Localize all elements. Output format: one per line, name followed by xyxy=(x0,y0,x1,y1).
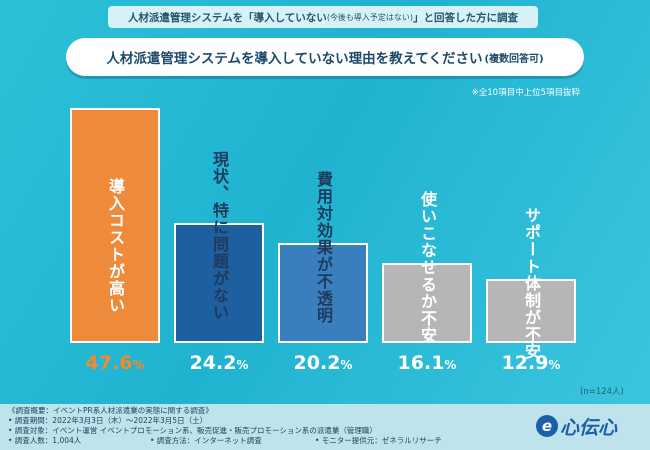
survey-overview: 《調査概要：イベントPR系人材派遣業の実態に関する調査》 • 調査期間：2022… xyxy=(8,406,508,446)
overview-method: • 調査方法：インターネット調査 xyxy=(150,436,262,446)
value-label-2: 20.2% xyxy=(278,352,368,374)
bar-label-3: 使いこなせるか不安 xyxy=(419,191,435,344)
overview-provider: • モニター提供元：ゼネラルリサーチ xyxy=(315,436,442,446)
overview-period: • 調査期間：2022年3月3日（木）〜2022年3月5日（土） xyxy=(8,416,508,426)
logo-mark: e xyxy=(536,415,558,437)
overview-count: • 調査人数：1,004人 xyxy=(8,436,81,445)
overview-target: • 調査対象：イベント運営 イベントプロモーション系、販売促進・販売プロモーショ… xyxy=(8,426,508,436)
bar-label-4: サポート体制が不安 xyxy=(523,207,539,360)
value-label-1: 24.2% xyxy=(174,352,264,374)
sample-size-note: (n=124人) xyxy=(580,385,624,397)
value-label-4: 12.9% xyxy=(486,352,576,374)
overview-title: 《調査概要：イベントPR系人材派遣業の実態に関する調査》 xyxy=(8,406,508,416)
overview-row-4: • 調査人数：1,004人 • 調査方法：インターネット調査 • モニター提供元… xyxy=(8,436,508,446)
bar-label-0: 導入コストが高い xyxy=(107,178,123,314)
value-label-3: 16.1% xyxy=(382,352,472,374)
bar-label-1: 現状、特に問題がない xyxy=(211,151,227,321)
logo-text: 心伝心 xyxy=(560,413,617,440)
company-logo: e 心伝心 xyxy=(536,410,644,442)
value-label-0: 47.6% xyxy=(70,352,160,374)
bar-label-2: 費用対効果が不透明 xyxy=(315,171,331,324)
